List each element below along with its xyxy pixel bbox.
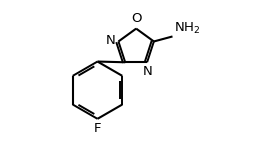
Text: NH$_2$: NH$_2$	[174, 21, 200, 36]
Text: N: N	[106, 34, 116, 47]
Text: F: F	[94, 122, 101, 135]
Text: O: O	[131, 12, 141, 25]
Text: N: N	[143, 65, 153, 78]
